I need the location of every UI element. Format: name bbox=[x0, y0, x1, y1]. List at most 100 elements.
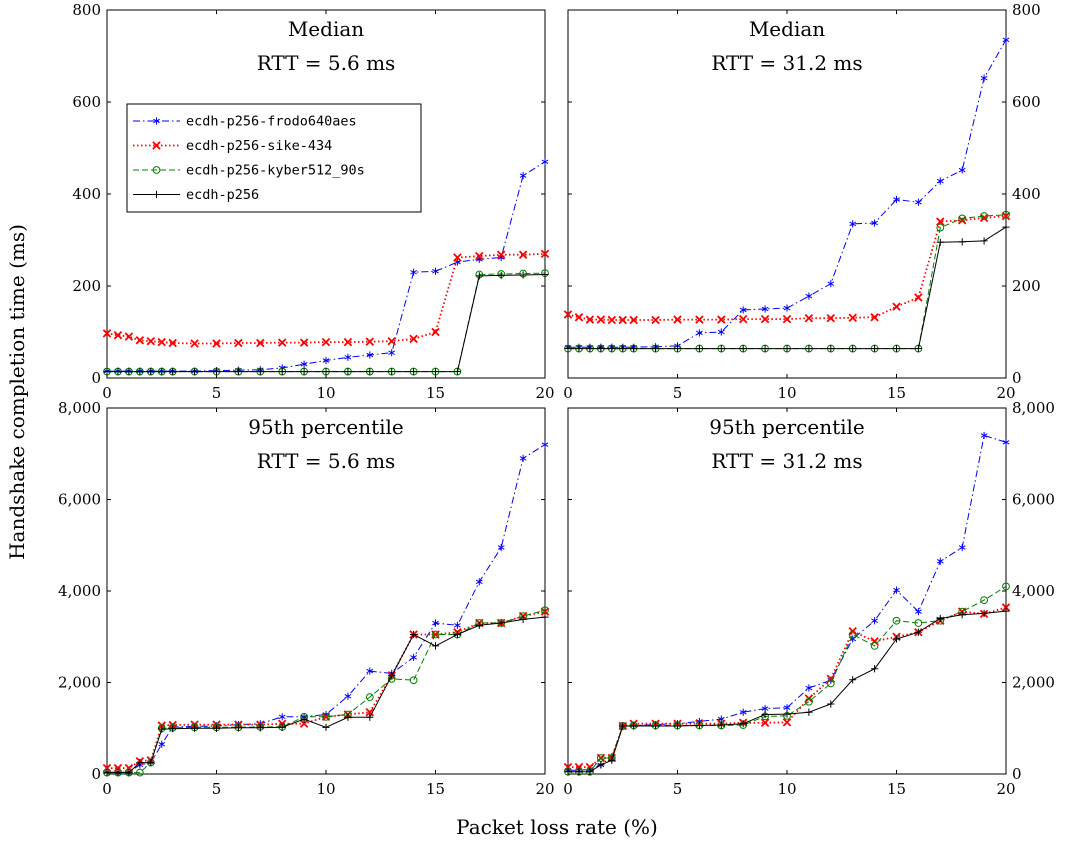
data-point bbox=[322, 712, 330, 721]
data-point bbox=[915, 607, 922, 616]
data-point bbox=[344, 713, 352, 721]
series-line bbox=[107, 444, 546, 773]
x-tick-label: 10 bbox=[777, 384, 796, 402]
series-line bbox=[107, 609, 546, 774]
data-point bbox=[783, 710, 791, 718]
x-tick-label: 5 bbox=[673, 780, 683, 798]
data-point bbox=[893, 586, 900, 594]
x-tick-label: 15 bbox=[887, 780, 906, 798]
data-point bbox=[277, 338, 287, 347]
data-point bbox=[892, 302, 901, 311]
data-point bbox=[958, 238, 966, 246]
y-tick-label: 600 bbox=[1012, 93, 1041, 111]
data-point bbox=[892, 344, 901, 353]
data-point bbox=[596, 315, 606, 324]
data-point bbox=[410, 367, 418, 376]
series-ecdh-p256-frodo640aes bbox=[564, 36, 1010, 351]
data-point bbox=[673, 315, 682, 324]
x-tick-label: 15 bbox=[426, 780, 445, 798]
data-point bbox=[158, 740, 166, 748]
data-point bbox=[366, 351, 374, 359]
series-line bbox=[107, 272, 546, 373]
series-ecdh-p256 bbox=[103, 613, 549, 777]
data-point bbox=[365, 708, 375, 717]
data-point bbox=[212, 724, 221, 732]
series-ecdh-p256-kyber512_90s bbox=[103, 606, 549, 777]
data-point bbox=[1001, 603, 1011, 612]
data-point bbox=[387, 336, 396, 346]
data-point bbox=[696, 329, 703, 337]
data-point bbox=[1002, 223, 1010, 231]
data-point bbox=[915, 198, 922, 206]
data-point bbox=[563, 310, 573, 319]
data-point bbox=[256, 367, 264, 376]
data-point bbox=[892, 616, 901, 625]
data-point bbox=[630, 722, 638, 730]
x-tick-label: 5 bbox=[212, 780, 222, 798]
panel-subtitle: RTT = 5.6 ms bbox=[257, 449, 396, 473]
data-point bbox=[1002, 438, 1010, 446]
data-point bbox=[212, 339, 221, 348]
data-point bbox=[431, 642, 440, 650]
y-tick-label: 2,000 bbox=[58, 674, 101, 692]
y-tick-label: 400 bbox=[72, 185, 101, 203]
data-point bbox=[827, 344, 835, 353]
data-point bbox=[629, 315, 638, 325]
data-point bbox=[158, 725, 166, 733]
y-tick-label: 0 bbox=[1012, 765, 1022, 783]
x-tick-label: 15 bbox=[887, 384, 906, 402]
data-point bbox=[782, 718, 792, 727]
y-tick-label: 8,000 bbox=[1012, 399, 1055, 417]
data-point bbox=[541, 158, 549, 166]
data-point bbox=[256, 338, 265, 348]
data-point bbox=[761, 710, 769, 719]
data-point bbox=[475, 251, 484, 261]
data-point bbox=[410, 630, 418, 639]
data-point bbox=[475, 578, 483, 586]
data-point bbox=[760, 718, 770, 727]
data-point bbox=[717, 721, 725, 729]
data-point bbox=[453, 630, 461, 639]
data-point bbox=[365, 337, 375, 346]
data-point bbox=[761, 305, 769, 313]
data-point bbox=[1002, 36, 1010, 44]
legend-label: ecdh-p256-frodo640aes bbox=[186, 114, 357, 130]
data-point bbox=[717, 328, 725, 336]
y-tick-label: 0 bbox=[1012, 369, 1022, 387]
x-tick-label: 15 bbox=[426, 384, 445, 402]
panel-subtitle: RTT = 5.6 ms bbox=[257, 51, 396, 75]
data-point bbox=[454, 258, 461, 266]
series-ecdh-p256-kyber512_90s bbox=[564, 210, 1010, 353]
data-point bbox=[630, 344, 638, 353]
data-point bbox=[518, 250, 528, 259]
data-point bbox=[608, 756, 616, 764]
series-line bbox=[568, 434, 1007, 771]
data-point bbox=[849, 220, 857, 228]
data-point bbox=[135, 768, 144, 777]
data-point bbox=[519, 172, 527, 180]
data-point bbox=[651, 315, 660, 325]
data-point bbox=[980, 74, 988, 82]
series-line bbox=[107, 610, 546, 769]
data-point bbox=[892, 635, 901, 643]
data-point bbox=[958, 543, 966, 552]
data-point bbox=[157, 337, 166, 347]
panel-title: 95th percentile bbox=[709, 415, 865, 439]
data-point bbox=[574, 313, 584, 322]
legend-entry: ecdh-p256-frodo640aes bbox=[133, 114, 357, 130]
data-point bbox=[575, 768, 583, 776]
series-ecdh-p256 bbox=[564, 223, 1010, 353]
data-point bbox=[871, 219, 878, 227]
data-point bbox=[431, 630, 440, 639]
data-point bbox=[695, 721, 703, 730]
data-point bbox=[410, 653, 417, 661]
data-point bbox=[366, 667, 374, 675]
data-point bbox=[125, 769, 133, 777]
data-point bbox=[607, 315, 617, 325]
data-point bbox=[299, 338, 309, 347]
data-point bbox=[300, 360, 308, 368]
data-point bbox=[586, 768, 594, 776]
panel-subtitle: RTT = 31.2 ms bbox=[711, 449, 862, 473]
data-point bbox=[191, 724, 199, 732]
data-point bbox=[410, 268, 417, 276]
